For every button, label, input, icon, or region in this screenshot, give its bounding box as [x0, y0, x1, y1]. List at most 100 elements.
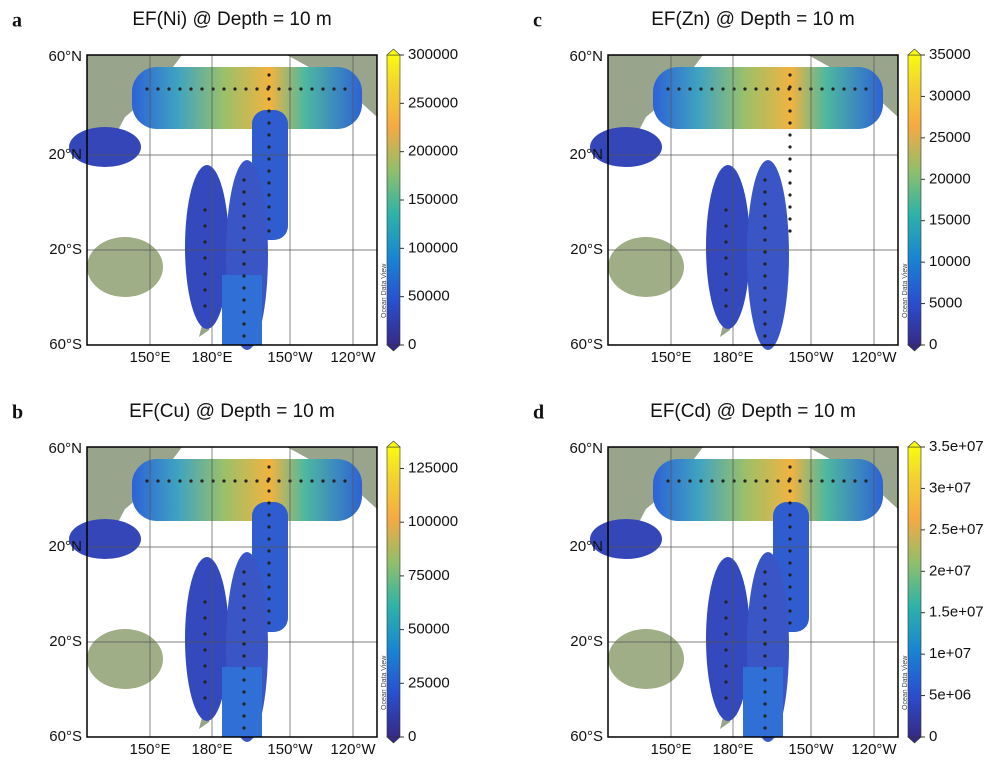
station	[242, 678, 245, 681]
lon-label: 150°W	[788, 741, 834, 758]
station	[765, 479, 768, 482]
station	[788, 85, 791, 88]
station	[724, 240, 727, 243]
station	[788, 537, 791, 540]
station	[267, 109, 270, 112]
station	[242, 714, 245, 717]
colorbar-cap	[387, 49, 400, 55]
station	[788, 121, 791, 124]
station	[763, 250, 766, 253]
station	[242, 690, 245, 693]
station	[267, 73, 270, 76]
panel-title: EF(Ni) @ Depth = 10 m	[132, 9, 331, 30]
station	[203, 648, 206, 651]
lat-label: 20°N	[48, 538, 82, 555]
station	[242, 630, 245, 633]
station	[267, 121, 270, 124]
station	[763, 286, 766, 289]
lon-label: 120°W	[330, 741, 376, 758]
station	[754, 87, 757, 90]
colorbar-tick-label: 300000	[408, 46, 458, 63]
station	[853, 479, 856, 482]
station	[724, 696, 727, 699]
station	[343, 87, 346, 90]
data-field	[653, 459, 883, 521]
station	[688, 87, 691, 90]
station	[267, 97, 270, 100]
colorbar-tick-label: 3e+07	[929, 479, 971, 496]
station	[203, 696, 206, 699]
station	[244, 87, 247, 90]
station	[724, 648, 727, 651]
station	[267, 621, 270, 624]
station	[754, 479, 757, 482]
lat-label: 20°N	[48, 146, 82, 163]
station	[332, 87, 335, 90]
station	[178, 87, 181, 90]
colorbar-cap	[908, 345, 921, 351]
station	[710, 479, 713, 482]
station	[242, 214, 245, 217]
station	[267, 585, 270, 588]
station	[244, 479, 247, 482]
lat-label: 20°S	[49, 241, 82, 258]
station	[864, 479, 867, 482]
colorbar-tick-label: 100000	[408, 513, 458, 530]
station	[242, 322, 245, 325]
station	[788, 573, 791, 576]
station	[277, 479, 280, 482]
station	[242, 570, 245, 573]
map	[590, 55, 898, 350]
station	[189, 479, 192, 482]
lat-label: 20°S	[570, 633, 603, 650]
colorbar-cap	[908, 49, 921, 55]
station	[321, 87, 324, 90]
station	[267, 229, 270, 232]
station	[721, 87, 724, 90]
station	[743, 479, 746, 482]
station	[724, 680, 727, 683]
data-field	[706, 165, 750, 329]
station	[222, 87, 225, 90]
station	[242, 594, 245, 597]
data-field	[653, 67, 883, 129]
station	[310, 479, 313, 482]
station	[255, 479, 258, 482]
lat-label: 20°N	[569, 538, 603, 555]
station	[267, 489, 270, 492]
station	[788, 97, 791, 100]
panel-title: EF(Cu) @ Depth = 10 m	[129, 401, 335, 422]
station	[763, 262, 766, 265]
station	[788, 73, 791, 76]
colorbar	[908, 55, 921, 345]
lat-label: 60°N	[48, 48, 82, 65]
station	[277, 87, 280, 90]
map-panel: cEF(Zn) @ Depth = 10 m60°N20°N20°S60°S15…	[533, 9, 971, 366]
colorbar-tick-label: 5e+06	[929, 687, 971, 704]
station	[203, 680, 206, 683]
station	[267, 85, 270, 88]
colorbar-tick-label: 0	[929, 728, 937, 745]
station	[267, 145, 270, 148]
station	[242, 190, 245, 193]
station	[763, 654, 766, 657]
lon-label: 120°W	[851, 349, 897, 366]
colorbar-tick-label: 10000	[929, 253, 971, 270]
station	[203, 272, 206, 275]
land	[87, 237, 163, 297]
station	[763, 678, 766, 681]
station	[267, 537, 270, 540]
station	[242, 274, 245, 277]
station	[267, 205, 270, 208]
station	[267, 573, 270, 576]
station	[788, 109, 791, 112]
station	[310, 87, 313, 90]
station	[763, 274, 766, 277]
station	[763, 322, 766, 325]
colorbar-tick-label: 30000	[929, 87, 971, 104]
lat-label: 60°N	[48, 440, 82, 457]
map-panel: bEF(Cu) @ Depth = 10 m60°N20°N20°S60°S15…	[12, 401, 458, 758]
station	[763, 702, 766, 705]
station	[721, 479, 724, 482]
colorbar-tick-label: 1e+07	[929, 645, 971, 662]
